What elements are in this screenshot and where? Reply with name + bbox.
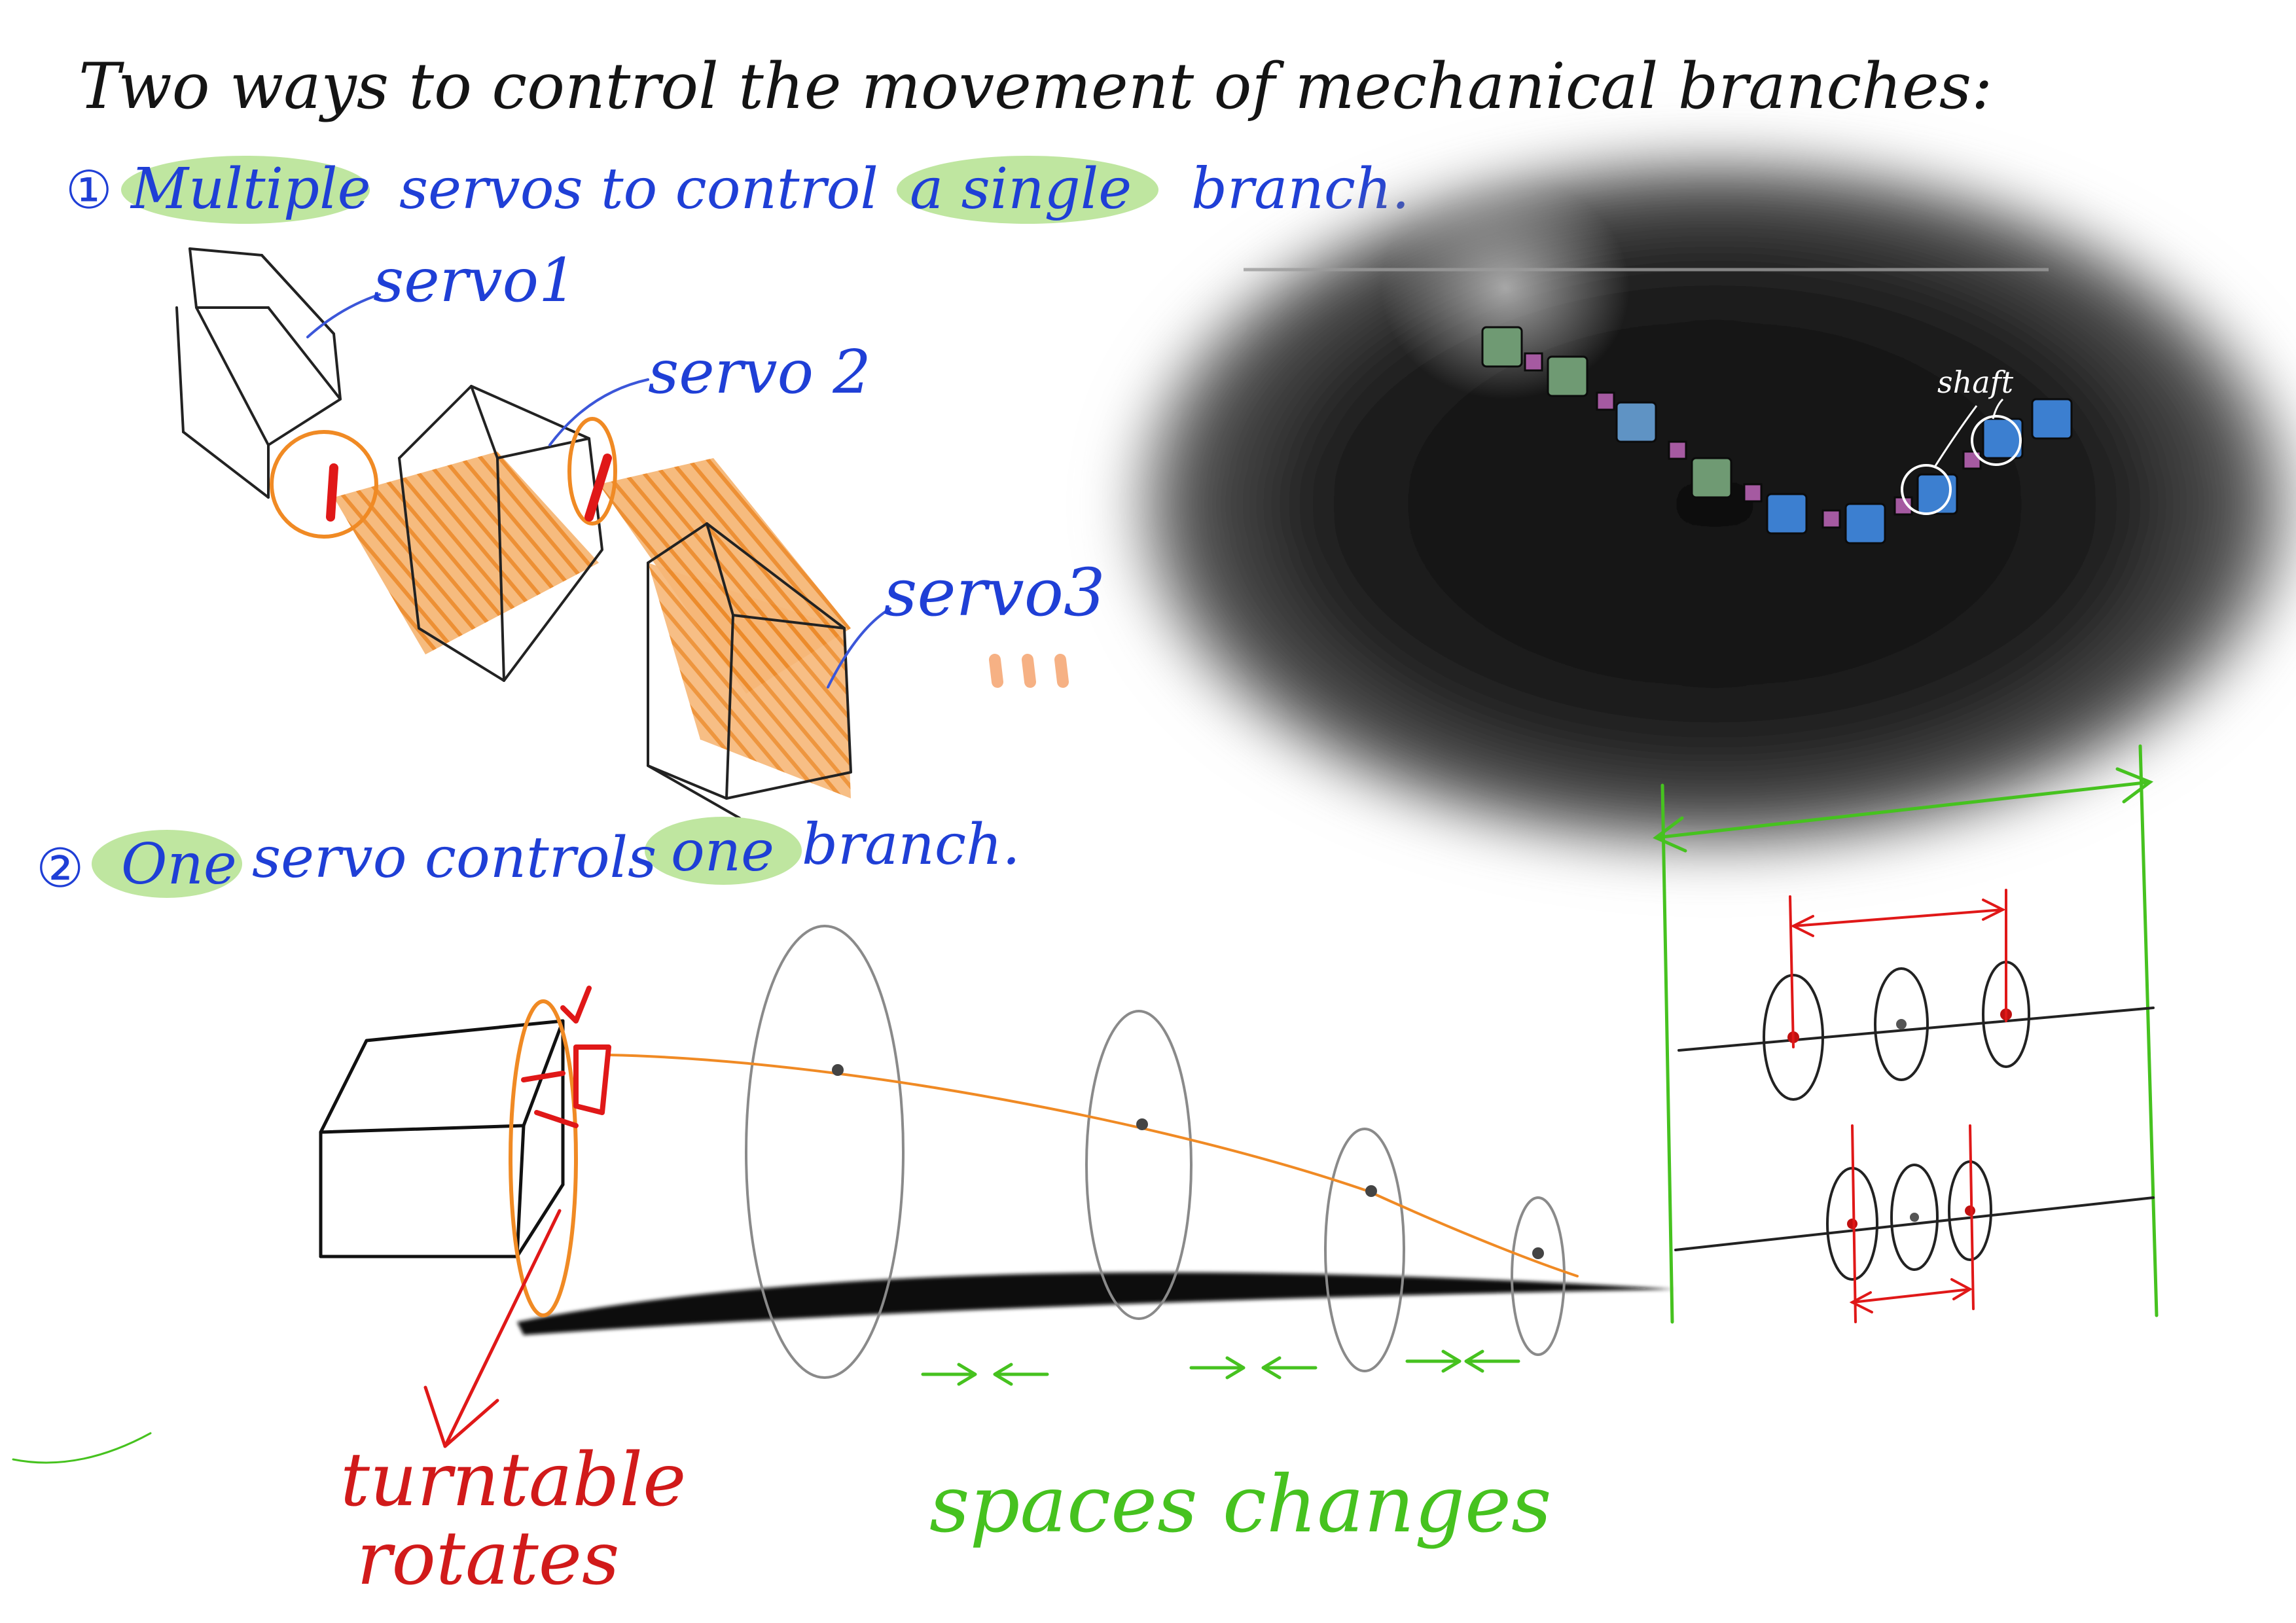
turntable-ring (509, 999, 578, 1317)
ring-servo2 (567, 417, 617, 526)
highlight-one-2 (645, 817, 802, 885)
label-servo1: servo1 (373, 245, 577, 315)
disc-3 (1324, 1128, 1405, 1372)
method2-part-branch: branch. (802, 812, 1020, 878)
method1-part-branch: branch. (1191, 156, 1410, 222)
spacing-arrows (921, 1349, 1520, 1386)
render-panel (1126, 151, 2296, 857)
ground-stroke (517, 1272, 1676, 1335)
orange-link-3 (648, 563, 851, 798)
servo-cube (319, 1019, 565, 1258)
label-shaft: shaft (1937, 365, 2014, 400)
label-spaces-changes: spaces changes (929, 1459, 1552, 1550)
label-rotates: rotates (357, 1516, 620, 1601)
disc-4 (1511, 1196, 1566, 1356)
highlight-a-single (897, 156, 1158, 224)
axis-mark-2 (584, 454, 612, 522)
axis-mark-1 (326, 463, 338, 522)
orange-branch-curve (607, 1054, 1579, 1277)
lower-axis (1674, 1196, 2155, 1251)
render-branch (1481, 326, 2073, 544)
turntable-sketch (12, 925, 1676, 1464)
method2-number: ② (36, 838, 84, 900)
upper-center-2 (1896, 1019, 1907, 1029)
highlight-multiple (121, 156, 370, 224)
stray-green-stroke (12, 1432, 152, 1464)
leader-servo2 (548, 378, 649, 446)
lower-span-arrow (1849, 1124, 1975, 1323)
lower-disc-2 (1890, 1164, 1939, 1271)
leader-servo3 (827, 607, 891, 688)
disc-2 (1085, 1010, 1193, 1320)
green-frame (1653, 744, 2159, 1324)
cube-servo3 (647, 522, 852, 819)
lower-center-3 (1965, 1205, 1975, 1216)
disc-1 (745, 925, 905, 1379)
lower-center-2 (1910, 1213, 1919, 1222)
disc-center-1 (832, 1064, 844, 1076)
label-servo3: servo3 (884, 554, 1105, 631)
upper-span-arrow (1789, 889, 2007, 1048)
disc-center-4 (1532, 1247, 1544, 1259)
cube-servo1 (175, 247, 342, 499)
shaft-leader-1 (1933, 405, 1978, 469)
shaft-leader-2 (1992, 398, 2004, 419)
arrow-turntable-head (423, 1385, 499, 1448)
shaft-circle-2 (1971, 415, 2022, 466)
lower-center-1 (1847, 1219, 1857, 1229)
ring-servo1 (270, 430, 378, 539)
shaft-circle-1 (1901, 464, 1952, 515)
red-rotation-marks (521, 986, 611, 1128)
disc-center-2 (1136, 1118, 1148, 1130)
label-turntable: turntable (340, 1438, 686, 1523)
highlight-one-1 (92, 830, 242, 898)
servo-chain-sketch (175, 247, 1069, 819)
method1-part-a-single: a single (910, 156, 1132, 222)
upper-axis (1677, 1007, 2155, 1052)
continuation-dashes (989, 654, 1069, 688)
orange-link-1 (334, 452, 599, 654)
method2-part-servo: servo controls (252, 825, 656, 891)
method2-part-one: One (121, 832, 237, 897)
arrow-turntable (443, 1209, 562, 1448)
render-dark-blob (1126, 151, 2296, 857)
cube-servo2 (398, 385, 603, 682)
method1-part-multiple: Multiple (130, 156, 370, 222)
upper-disc-1 (1763, 974, 1824, 1101)
leader-servo1 (306, 293, 381, 338)
upper-disc-2 (1874, 967, 1929, 1081)
label-servo2: servo 2 (648, 337, 871, 407)
page-title: Two ways to control the movement of mech… (79, 50, 1992, 123)
method1-part-servos: servos to control (399, 156, 878, 222)
method2-part-one-2: one (671, 819, 774, 884)
disc-center-3 (1365, 1185, 1377, 1197)
method1-number: ① (65, 160, 113, 221)
spacing-detail (1653, 744, 2159, 1324)
render-glow (1381, 177, 1630, 399)
